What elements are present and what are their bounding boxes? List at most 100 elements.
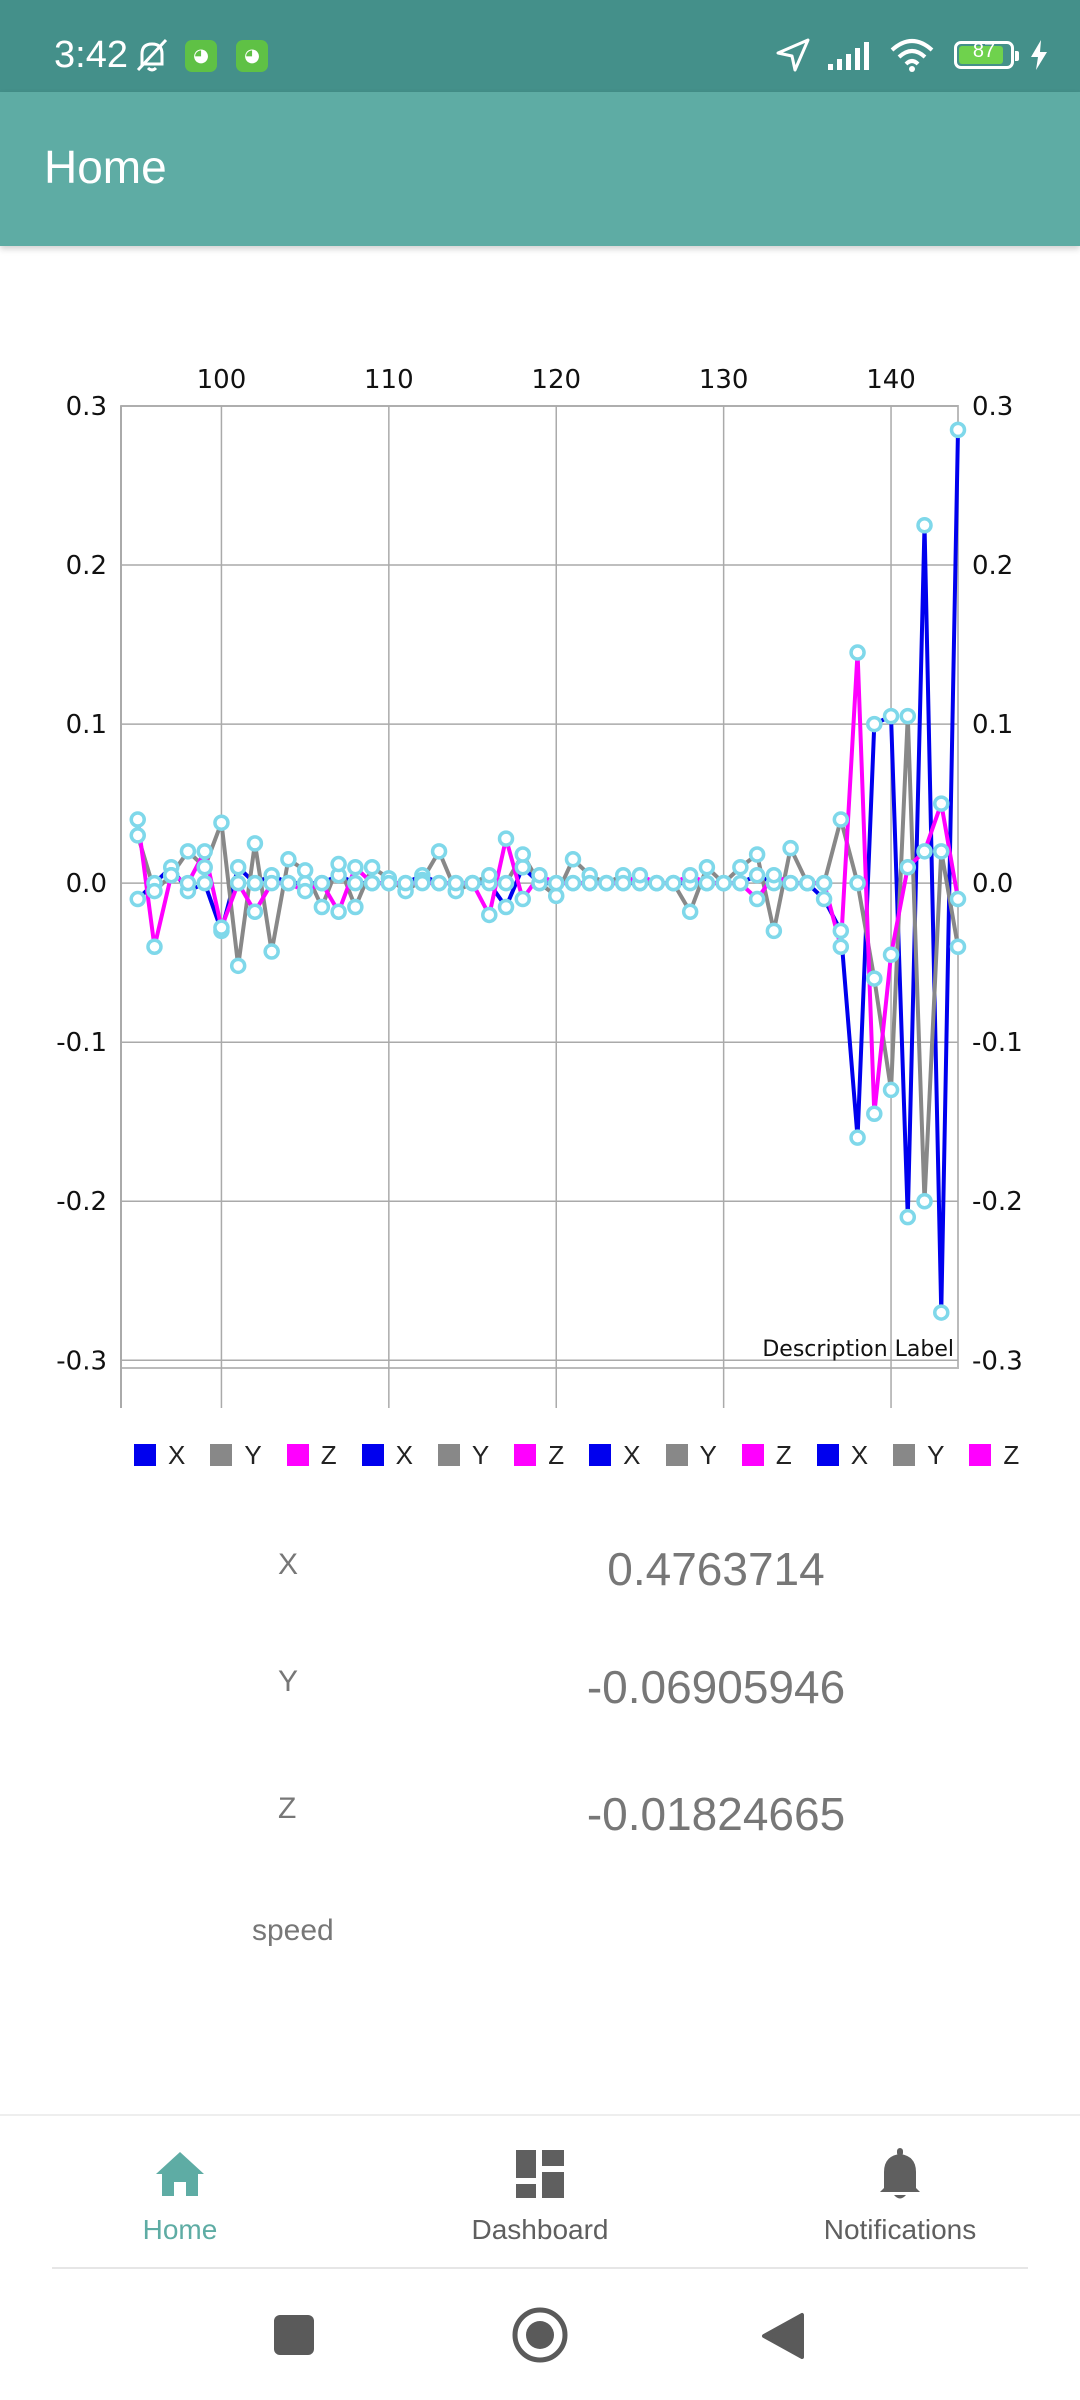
legend-swatch xyxy=(969,1444,992,1466)
data-point xyxy=(481,906,498,924)
data-point xyxy=(246,903,264,921)
recents-square-icon[interactable] xyxy=(272,2313,316,2357)
x-tick-label: 140 xyxy=(866,365,916,395)
data-point xyxy=(815,890,833,908)
data-point xyxy=(497,874,515,892)
legend-swatch xyxy=(210,1444,233,1466)
y-tick-label-right: 0.1 xyxy=(972,710,1013,740)
data-point xyxy=(899,858,917,876)
accelerometer-line-chart[interactable]: 0.3 0.3 0.2 0.2 0.1 0.1 0.0 0.0 -0.1 -0.1 -0.2 -0.2… xyxy=(0,340,1080,1420)
data-point xyxy=(514,846,532,863)
data-point xyxy=(213,814,230,831)
data-point xyxy=(782,874,799,892)
legend-entry: X xyxy=(589,1439,641,1471)
system-navigation-bar xyxy=(0,2271,1080,2400)
x-axis-label: X xyxy=(278,1548,299,1581)
data-point xyxy=(916,843,933,860)
legend-label: Y xyxy=(244,1439,262,1470)
wifi-icon xyxy=(890,39,934,72)
data-point xyxy=(430,874,448,892)
data-point xyxy=(363,858,381,876)
data-point xyxy=(698,858,716,876)
legend-entry: Z xyxy=(969,1440,1019,1471)
nav-item-dashboard[interactable]: Dashboard xyxy=(360,2116,720,2273)
data-point xyxy=(933,795,950,812)
status-time: 3:42 xyxy=(54,34,128,76)
data-point xyxy=(916,517,933,534)
data-point xyxy=(263,874,280,892)
data-point xyxy=(229,858,247,876)
series-line-y xyxy=(135,714,960,1204)
data-point xyxy=(765,922,783,940)
legend-entry: Z xyxy=(514,1440,564,1471)
signal-icon xyxy=(828,42,869,70)
legend-label: Y xyxy=(927,1439,945,1470)
data-point xyxy=(430,843,448,860)
legend-label: Z xyxy=(775,1439,792,1470)
nav-item-notifications[interactable]: Notifications xyxy=(720,2116,1080,2273)
data-point xyxy=(547,874,565,892)
data-point xyxy=(531,866,548,884)
data-point xyxy=(799,874,816,892)
y-axis-value: -0.06905946 xyxy=(586,1661,846,1713)
legend-label: Z xyxy=(320,1439,337,1470)
y-tick-label-right: 0.3 xyxy=(972,392,1013,422)
y-tick-label-left: 0.2 xyxy=(66,551,107,581)
data-point xyxy=(614,874,632,892)
legend-entry: X xyxy=(361,1439,413,1471)
y-tick-label-left: -0.1 xyxy=(56,1028,107,1058)
data-point xyxy=(313,898,331,916)
data-point xyxy=(832,938,850,956)
data-point xyxy=(229,957,247,975)
data-point xyxy=(447,874,465,892)
nav-item-home[interactable]: Home xyxy=(0,2116,360,2273)
data-point xyxy=(949,421,967,439)
data-point xyxy=(681,903,699,921)
nav-label-notifications: Notifications xyxy=(823,2214,977,2245)
legend-label: X xyxy=(168,1439,186,1470)
data-point xyxy=(748,866,766,884)
nav-label-home: Home xyxy=(142,2214,218,2245)
back-triangle-icon[interactable] xyxy=(760,2311,808,2361)
data-point xyxy=(949,938,967,956)
data-point xyxy=(866,970,883,987)
bell-icon xyxy=(880,2148,920,2199)
data-point xyxy=(849,644,866,661)
home-icon xyxy=(156,2152,204,2196)
y-axis-label: Y xyxy=(278,1665,299,1698)
data-point xyxy=(481,866,498,884)
data-point xyxy=(849,1129,866,1146)
battery-icon: 87 xyxy=(954,40,1019,69)
home-circle-icon[interactable] xyxy=(510,2305,570,2365)
data-point xyxy=(681,866,699,884)
legend-label: X xyxy=(850,1439,869,1470)
chart-description-label: Description Label xyxy=(762,1337,954,1362)
data-point xyxy=(196,874,213,892)
y-tick-label-right: 0.0 xyxy=(972,869,1013,899)
legend-label: Y xyxy=(471,1439,490,1470)
charging-bolt-icon xyxy=(1031,40,1047,70)
data-point xyxy=(397,874,414,892)
legend-entry: Z xyxy=(286,1439,337,1471)
legend-label: X xyxy=(395,1439,413,1470)
legend-swatch xyxy=(514,1444,537,1466)
data-point xyxy=(129,811,146,828)
legend-label: X xyxy=(623,1439,641,1470)
data-point xyxy=(196,843,213,860)
page-title: Home xyxy=(44,141,167,193)
data-point xyxy=(246,874,264,892)
legend-entry: Y xyxy=(210,1439,262,1471)
data-point xyxy=(882,707,900,725)
data-point xyxy=(347,874,364,892)
data-point xyxy=(648,874,665,892)
data-point xyxy=(162,866,180,884)
legend-label: Z xyxy=(1003,1439,1020,1470)
y-tick-label-right: -0.1 xyxy=(972,1028,1023,1058)
bell-off-icon xyxy=(136,38,168,72)
data-point xyxy=(782,839,799,857)
notification-app-icon: ◕ xyxy=(185,40,217,72)
data-point xyxy=(280,874,297,892)
legend-swatch xyxy=(741,1444,764,1466)
data-point xyxy=(882,946,900,963)
data-point xyxy=(899,1208,917,1226)
